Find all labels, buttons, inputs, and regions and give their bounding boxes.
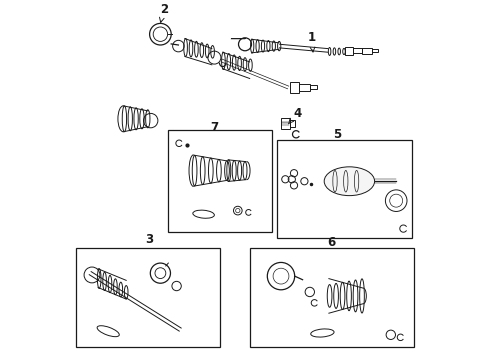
Text: 3: 3 xyxy=(146,233,154,246)
Bar xyxy=(345,47,353,55)
Bar xyxy=(291,120,294,127)
Bar xyxy=(168,130,272,232)
Text: 4: 4 xyxy=(289,107,301,124)
Bar xyxy=(76,248,220,347)
Bar xyxy=(277,140,413,238)
Text: 2: 2 xyxy=(160,3,168,22)
Bar xyxy=(363,48,372,54)
Text: 1: 1 xyxy=(308,31,316,52)
Text: 6: 6 xyxy=(327,237,336,249)
Bar xyxy=(310,85,317,89)
Bar xyxy=(250,248,414,347)
Text: 5: 5 xyxy=(333,128,341,141)
Bar xyxy=(290,82,299,93)
Bar xyxy=(372,49,378,52)
Bar xyxy=(299,84,310,91)
Bar xyxy=(281,118,290,129)
Ellipse shape xyxy=(324,167,374,195)
Text: 7: 7 xyxy=(210,121,219,134)
Bar xyxy=(353,48,362,53)
